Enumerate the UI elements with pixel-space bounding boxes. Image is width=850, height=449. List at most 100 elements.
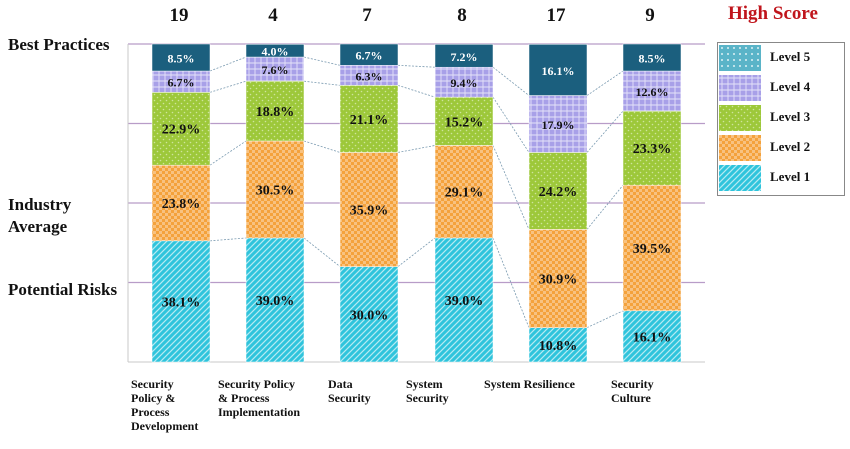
zone-label-potential-risks: Potential Risks: [8, 279, 117, 301]
zone-label-best-practices: Best Practices: [8, 34, 109, 56]
bar-segment-security-policy-and-process-development-level-1: [151, 240, 211, 363]
bar-segment-security-culture-level-1: [622, 310, 682, 363]
data-label-security-policy-and-process-implementation-level-1: 39.0%: [256, 294, 295, 309]
connector-line: [492, 145, 530, 230]
connector-line: [303, 237, 341, 267]
data-label-security-policy-and-process-implementation-level-4: 7.6%: [262, 63, 289, 77]
data-label-system-security-level-2: 29.1%: [445, 186, 484, 201]
data-label-security-culture-level-2: 39.5%: [633, 242, 672, 257]
high-score-value-data-security: 7: [362, 5, 372, 26]
category-label-line: & Process: [218, 391, 270, 405]
legend-item-level-1: Level 1: [718, 163, 844, 193]
data-label-system-security-level-3: 15.2%: [445, 115, 484, 130]
connector-line: [586, 110, 624, 153]
connector-line: [303, 140, 341, 153]
connector-line: [209, 140, 247, 166]
legend-swatch-level-1: [719, 165, 761, 191]
connector-line: [397, 84, 436, 98]
high-score-title: High Score: [728, 3, 818, 24]
connector-line: [586, 184, 624, 230]
data-label-system-resilience-level-1: 10.8%: [539, 339, 578, 354]
bar-segment-security-policy-and-process-development-level-3: [151, 92, 211, 166]
data-label-security-policy-and-process-development-level-4: 6.7%: [168, 76, 195, 90]
data-label-security-culture-level-1: 16.1%: [633, 330, 672, 345]
chart-legend: Level 5 Level 4 Level 3 Level 2 Level 1: [717, 42, 845, 196]
zone-label-industry-average: Industry Average: [8, 194, 71, 238]
bar-segment-data-security-level-5: [339, 43, 399, 66]
legend-swatch-level-5: [719, 45, 761, 71]
category-label-line: Implementation: [218, 405, 300, 419]
high-score-value-system-resilience: 17: [547, 5, 567, 26]
data-label-system-resilience-level-3: 24.2%: [539, 185, 578, 200]
category-label-line: Security: [131, 377, 174, 391]
bar-segment-security-culture-level-3: [622, 110, 682, 186]
category-label-line: Security: [611, 377, 654, 391]
category-label-line: Security: [328, 391, 371, 405]
data-label-security-policy-and-process-development-level-1: 38.1%: [162, 295, 201, 310]
bar-segment-system-resilience-level-1: [528, 327, 588, 363]
legend-item-level-4: Level 4: [718, 73, 844, 103]
connector-line: [397, 237, 436, 267]
bar-segment-system-security-level-4: [434, 66, 494, 98]
legend-swatch-fill: [719, 165, 761, 191]
connector-line: [209, 56, 247, 72]
category-label-line: System: [406, 377, 443, 391]
data-label-data-security-level-5: 6.7%: [356, 49, 383, 63]
bar-segment-security-policy-and-process-implementation-level-2: [245, 140, 305, 239]
category-label-system-resilience: System Resilience: [484, 377, 575, 391]
bar-segment-system-resilience-level-4: [528, 95, 588, 153]
category-label-line: Culture: [611, 391, 651, 405]
connector-line: [303, 56, 341, 66]
legend-label: Level 3: [770, 109, 811, 124]
category-label-data-security: Data Security: [328, 377, 371, 405]
connector-line: [397, 145, 436, 153]
bar-segment-security-policy-and-process-implementation-level-3: [245, 80, 305, 142]
legend-item-level-3: Level 3: [718, 103, 844, 133]
bar-segment-data-security-level-1: [339, 266, 399, 363]
zone-label-line: Industry: [8, 195, 72, 214]
legend-swatch-level-3: [719, 105, 761, 131]
bar-segment-system-resilience-level-3: [528, 152, 588, 230]
data-label-system-security-level-5: 7.2%: [451, 50, 478, 64]
data-label-data-security-level-3: 21.1%: [350, 113, 389, 128]
legend-label: Level 4: [770, 79, 811, 94]
legend-label: Level 1: [770, 169, 811, 184]
bar-segment-data-security-level-2: [339, 152, 399, 267]
category-label-line: Process: [131, 405, 170, 419]
legend-swatch-fill: [719, 135, 761, 161]
data-label-system-resilience-level-5: 16.1%: [542, 64, 575, 78]
legend-swatch-level-2: [719, 135, 761, 161]
data-label-security-policy-and-process-development-level-3: 22.9%: [162, 123, 201, 138]
bar-segment-security-culture-level-2: [622, 184, 682, 312]
bar-segment-system-security-level-2: [434, 145, 494, 239]
legend-swatch-fill: [719, 75, 761, 101]
connector-line: [303, 80, 341, 86]
bar-segment-data-security-level-3: [339, 85, 399, 153]
legend-label: Level 5: [770, 49, 811, 64]
category-label-security-policy-and-process-implementation: Security Policy & Process Implementation: [218, 377, 300, 419]
data-label-security-culture-level-3: 23.3%: [633, 142, 672, 157]
data-label-security-policy-and-process-development-level-5: 8.5%: [168, 52, 195, 66]
category-label-line: Data: [328, 377, 353, 391]
connector-line: [586, 70, 624, 96]
legend-label: Level 2: [770, 139, 811, 154]
data-label-data-security-level-1: 30.0%: [350, 308, 389, 323]
bar-segment-system-security-level-5: [434, 44, 494, 68]
category-label-security-policy-and-process-development: Security Policy & Process Development: [131, 377, 198, 433]
legend-swatch-fill: [719, 45, 761, 71]
category-label-line: Security: [406, 391, 449, 405]
high-score-value-security-policy-and-process-development: 19: [170, 5, 189, 26]
connector-line: [397, 64, 436, 68]
legend-swatch-level-4: [719, 75, 761, 101]
category-label-system-security: System Security: [406, 377, 449, 405]
zone-label-line: Average: [8, 217, 68, 236]
bar-segment-system-security-level-1: [434, 237, 494, 363]
category-label-security-culture: Security Culture: [611, 377, 654, 405]
bar-segment-security-policy-and-process-implementation-level-5: [245, 44, 305, 58]
connector-line: [492, 237, 530, 328]
connector-line: [492, 66, 530, 96]
connector-line: [209, 80, 247, 93]
data-label-security-policy-and-process-implementation-level-3: 18.8%: [256, 105, 295, 120]
data-label-security-policy-and-process-development-level-2: 23.8%: [162, 197, 201, 212]
